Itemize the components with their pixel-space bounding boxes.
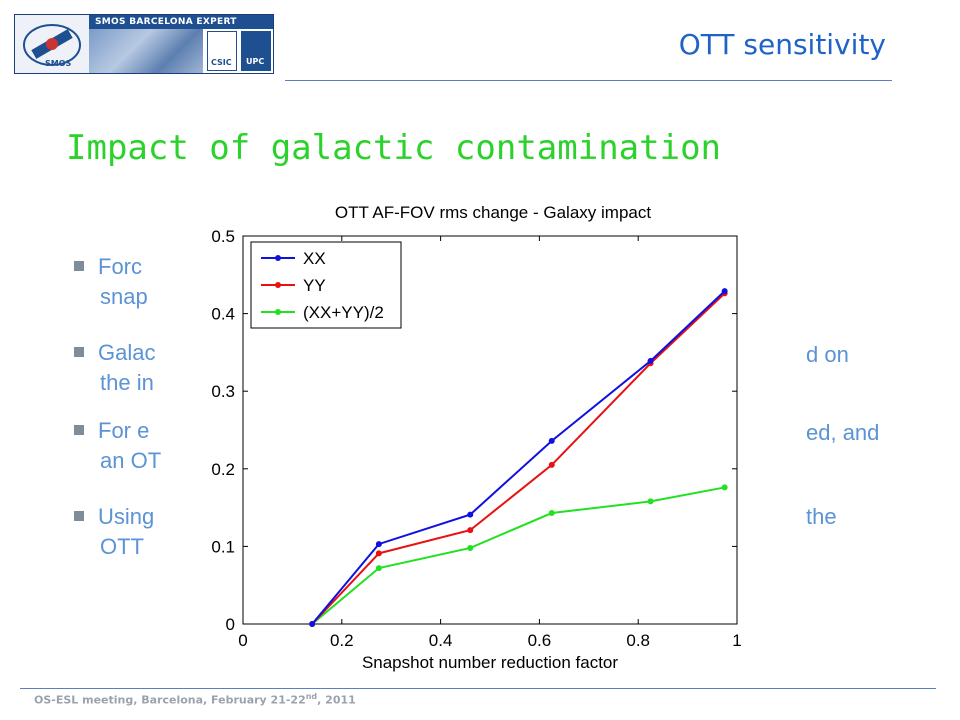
bullet-marker <box>74 511 84 521</box>
y-tick-label: 0.5 <box>211 227 235 246</box>
data-point <box>721 484 728 491</box>
x-axis-label: Snapshot number reduction factor <box>362 653 618 672</box>
footer-main: OS-ESL meeting, Barcelona, February 21-2… <box>34 693 306 707</box>
data-point <box>467 527 474 534</box>
bullet-4: Using <box>74 502 154 532</box>
bullet-4-right: the <box>806 504 837 529</box>
footer-rule <box>20 688 936 689</box>
footer-text: OS-ESL meeting, Barcelona, February 21-2… <box>34 692 356 707</box>
data-point <box>647 498 654 505</box>
data-point <box>375 541 382 548</box>
x-tick-label: 0.4 <box>429 631 453 650</box>
logo-banner-text: SMOS BARCELONA EXPERT CENTRE <box>89 15 273 41</box>
data-point <box>375 550 382 557</box>
bullet-3-right: ed, and <box>806 420 880 445</box>
data-point <box>467 544 474 551</box>
data-point <box>309 621 316 627</box>
axis-ticks: 0 0.2 0.4 0.6 0.8 1 0 0.1 0.2 0.3 0.4 0.5 <box>211 227 741 650</box>
bullet-1-text: Forc <box>98 254 142 279</box>
bullet-2-line2: the in <box>100 370 154 395</box>
legend-marker <box>275 255 281 261</box>
x-tick-label: 1 <box>732 631 741 650</box>
bullet-2-right: d on <box>806 342 849 367</box>
logo-smos-label: SMOS <box>45 59 72 68</box>
bullet-1: Forc <box>74 252 142 282</box>
series-line <box>311 290 726 625</box>
data-point <box>721 288 728 295</box>
data-point <box>647 357 654 364</box>
legend-label: XX <box>303 249 326 268</box>
bullet-4-line2: OTT <box>100 534 144 559</box>
series-group <box>309 288 728 627</box>
bullet-3-text: For e <box>98 418 150 443</box>
footer-sup: nd <box>305 692 318 701</box>
x-tick-label: 0 <box>238 631 247 650</box>
csic-label: CSIC <box>211 58 232 67</box>
data-point <box>548 461 555 468</box>
bullet-3: For e <box>74 416 149 446</box>
smos-satellite-emblem <box>15 15 89 73</box>
y-tick-label: 0.3 <box>211 382 235 401</box>
legend: XX YY (XX+YY)/2 <box>250 241 402 329</box>
bullet-2: Galac <box>74 338 155 368</box>
x-tick-label: 0.2 <box>330 631 354 650</box>
x-tick-label: 0.6 <box>528 631 552 650</box>
legend-label: (XX+YY)/2 <box>303 303 384 322</box>
data-point <box>467 511 474 518</box>
legend-label: YY <box>303 276 326 295</box>
y-tick-label: 0.1 <box>211 537 235 556</box>
footer-year: , 2011 <box>317 693 356 707</box>
bullet-4-text: Using <box>98 504 155 529</box>
legend-marker <box>275 282 281 288</box>
y-tick-label: 0 <box>226 615 235 634</box>
logo-building-photo <box>89 29 203 73</box>
bullet-3-line2: an OT <box>100 448 162 473</box>
upc-label: UPC <box>246 57 265 66</box>
smos-bec-logo: SMOS SMOS BARCELONA EXPERT CENTRE CSIC U… <box>14 14 274 74</box>
section-title: Impact of galactic contamination <box>66 128 722 168</box>
y-tick-label: 0.2 <box>211 460 235 479</box>
series-line <box>311 292 726 625</box>
header-rule <box>285 80 892 81</box>
bullet-1-line2: snap <box>100 284 148 309</box>
bullet-marker <box>74 425 84 435</box>
x-tick-label: 0.8 <box>626 631 650 650</box>
chart-title: OTT AF-FOV rms change - Galaxy impact <box>335 203 651 222</box>
header-title: OTT sensitivity <box>678 28 886 61</box>
csic-logo: CSIC <box>207 31 237 71</box>
data-point <box>548 510 555 517</box>
bullet-marker <box>74 261 84 271</box>
bullet-marker <box>74 347 84 357</box>
legend-marker <box>275 309 281 315</box>
y-tick-label: 0.4 <box>211 305 235 324</box>
data-point <box>548 437 555 444</box>
plot-frame <box>242 235 738 625</box>
data-point <box>375 565 382 572</box>
series-line <box>311 486 725 625</box>
upc-logo: UPC <box>241 31 271 71</box>
bullet-2-text: Galac <box>98 340 156 365</box>
